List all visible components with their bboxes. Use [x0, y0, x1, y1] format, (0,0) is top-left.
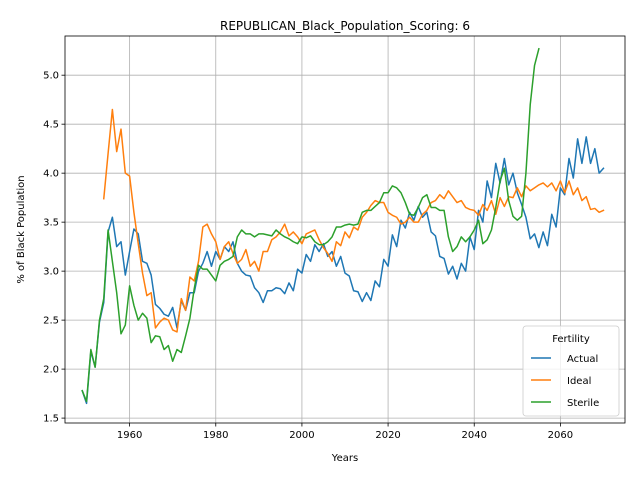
y-tick-label: 3.0 — [43, 267, 59, 278]
x-tick-label: 2040 — [462, 430, 487, 441]
chart-title: REPUBLICAN_Black_Population_Scoring: 6 — [220, 19, 470, 33]
y-tick-label: 4.5 — [43, 120, 59, 131]
y-axis: 1.5 2.0 2.5 3.0 3.5 4.0 4.5 5.0 — [43, 71, 65, 425]
y-tick-label: 1.5 — [43, 414, 59, 425]
y-tick-label: 3.5 — [43, 218, 59, 229]
legend-label-ideal: Ideal — [567, 376, 591, 387]
y-tick-label: 4.0 — [43, 169, 59, 180]
legend: Fertility Actual Ideal Sterile — [522, 325, 620, 417]
x-tick-label: 2000 — [289, 430, 314, 441]
series-group — [81, 47, 605, 405]
x-axis-label: Years — [331, 453, 358, 464]
x-tick-label: 2020 — [375, 430, 400, 441]
legend-label-actual: Actual — [567, 354, 598, 365]
legend-title: Fertility — [552, 334, 590, 345]
legend-box — [522, 325, 620, 417]
series-line-sterile — [81, 47, 540, 403]
y-tick-label: 5.0 — [43, 71, 59, 82]
y-axis-label: % of Black Population — [16, 175, 27, 283]
legend-label-sterile: Sterile — [567, 398, 599, 409]
x-tick-label: 1960 — [117, 430, 142, 441]
plot-frame — [64, 35, 626, 424]
series-line-ideal — [102, 108, 605, 333]
y-tick-label: 2.0 — [43, 365, 59, 376]
x-axis: 1960 1980 2000 2020 2040 2060 — [117, 423, 573, 441]
y-tick-label: 2.5 — [43, 316, 59, 327]
x-tick-label: 1980 — [203, 430, 228, 441]
x-tick-label: 2060 — [548, 430, 573, 441]
